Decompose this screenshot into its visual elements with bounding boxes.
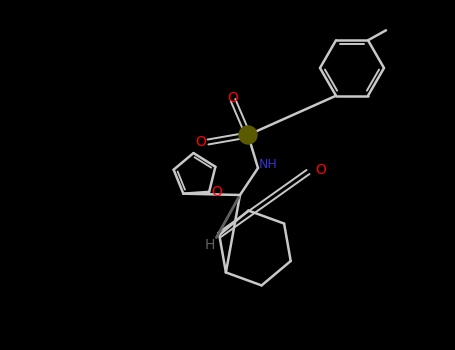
- Text: O: O: [228, 91, 238, 105]
- Circle shape: [239, 126, 257, 144]
- Text: O: O: [315, 163, 326, 177]
- Text: S: S: [243, 128, 253, 142]
- Text: O: O: [195, 135, 206, 149]
- Text: H: H: [205, 238, 215, 252]
- Text: O: O: [211, 185, 222, 199]
- Text: NH: NH: [258, 159, 278, 172]
